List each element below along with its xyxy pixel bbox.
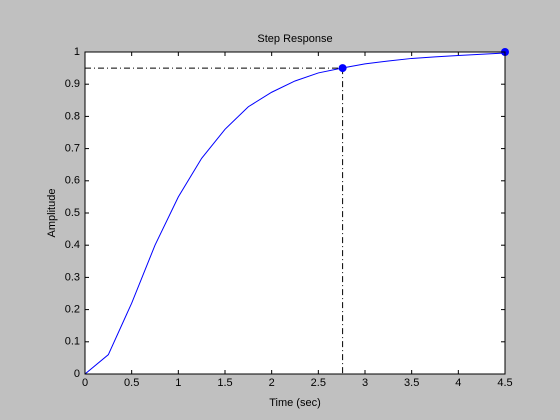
y-tick-label: 0.5 <box>65 207 80 219</box>
y-tick-label: 1 <box>74 46 80 58</box>
y-tick-label: 0.7 <box>65 143 80 155</box>
plot-frame <box>84 51 506 375</box>
x-tick-label: 2.5 <box>311 377 326 389</box>
y-tick-label: 0.4 <box>65 239 80 251</box>
x-tick-label: 3.5 <box>404 377 419 389</box>
y-tick-label: 0.3 <box>65 271 80 283</box>
plot-area <box>85 52 505 374</box>
x-tick-label: 1.5 <box>217 377 232 389</box>
chart-title: Step Response <box>257 33 332 45</box>
x-axis-label: Time (sec) <box>269 397 321 409</box>
response-line <box>84 52 506 375</box>
x-tick-label: 0.5 <box>124 377 139 389</box>
y-tick-label: 0.6 <box>65 175 80 187</box>
y-tick-label: 0 <box>74 368 80 380</box>
marker <box>338 64 347 73</box>
y-tick-label: 0.9 <box>65 78 80 90</box>
x-tick-label: 2 <box>269 377 275 389</box>
x-tick-label: 4 <box>455 377 461 389</box>
y-tick-label: 0.1 <box>65 336 80 348</box>
y-axis-label: Amplitude <box>46 189 58 238</box>
x-tick-label: 0 <box>82 377 88 389</box>
y-tick-label: 0.8 <box>65 110 80 122</box>
x-tick-label: 1 <box>175 377 181 389</box>
x-tick-label: 3 <box>362 377 368 389</box>
y-tick-label: 0.2 <box>65 304 80 316</box>
x-tick-label: 4.5 <box>497 377 512 389</box>
